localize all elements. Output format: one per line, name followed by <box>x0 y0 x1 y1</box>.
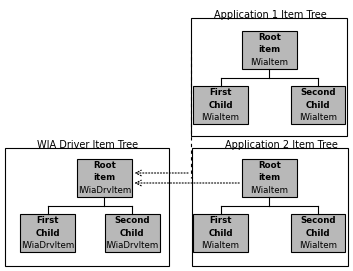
Bar <box>20 214 75 252</box>
Bar <box>191 18 347 136</box>
Text: IWiaDrvItem: IWiaDrvItem <box>78 186 131 195</box>
Bar <box>193 86 248 124</box>
Text: Application 2 Item Tree: Application 2 Item Tree <box>225 140 338 150</box>
Text: Child: Child <box>208 228 233 237</box>
Text: Second: Second <box>300 216 336 225</box>
Text: item: item <box>93 173 115 182</box>
Bar <box>5 148 169 266</box>
Text: IWiaItem: IWiaItem <box>202 113 240 122</box>
Text: IWiaItem: IWiaItem <box>250 186 288 195</box>
Text: WIA Driver Item Tree: WIA Driver Item Tree <box>37 140 138 150</box>
Text: Child: Child <box>306 101 330 109</box>
Bar <box>291 86 345 124</box>
Text: Second: Second <box>114 216 150 225</box>
Text: item: item <box>258 46 280 54</box>
Text: First: First <box>36 216 59 225</box>
Text: IWiaItem: IWiaItem <box>202 241 240 250</box>
Text: item: item <box>258 173 280 182</box>
Text: IWiaItem: IWiaItem <box>299 241 337 250</box>
Text: Root: Root <box>93 161 116 170</box>
Text: Application 1 Item Tree: Application 1 Item Tree <box>214 10 327 20</box>
Text: Child: Child <box>35 228 60 237</box>
Text: Child: Child <box>120 228 144 237</box>
Text: IWiaDrvItem: IWiaDrvItem <box>21 241 74 250</box>
Bar <box>242 31 297 69</box>
Bar <box>193 214 248 252</box>
Text: Root: Root <box>258 33 281 42</box>
Text: First: First <box>209 88 232 97</box>
Text: Child: Child <box>208 101 233 109</box>
Text: Root: Root <box>258 161 281 170</box>
Bar <box>291 214 345 252</box>
Text: IWiaDrvItem: IWiaDrvItem <box>106 241 159 250</box>
Text: Child: Child <box>306 228 330 237</box>
Text: First: First <box>209 216 232 225</box>
Text: Second: Second <box>300 88 336 97</box>
Bar <box>77 159 132 197</box>
Text: IWiaItem: IWiaItem <box>250 58 288 67</box>
Text: IWiaItem: IWiaItem <box>299 113 337 122</box>
Bar <box>242 159 297 197</box>
Bar <box>105 214 160 252</box>
Bar <box>192 148 348 266</box>
